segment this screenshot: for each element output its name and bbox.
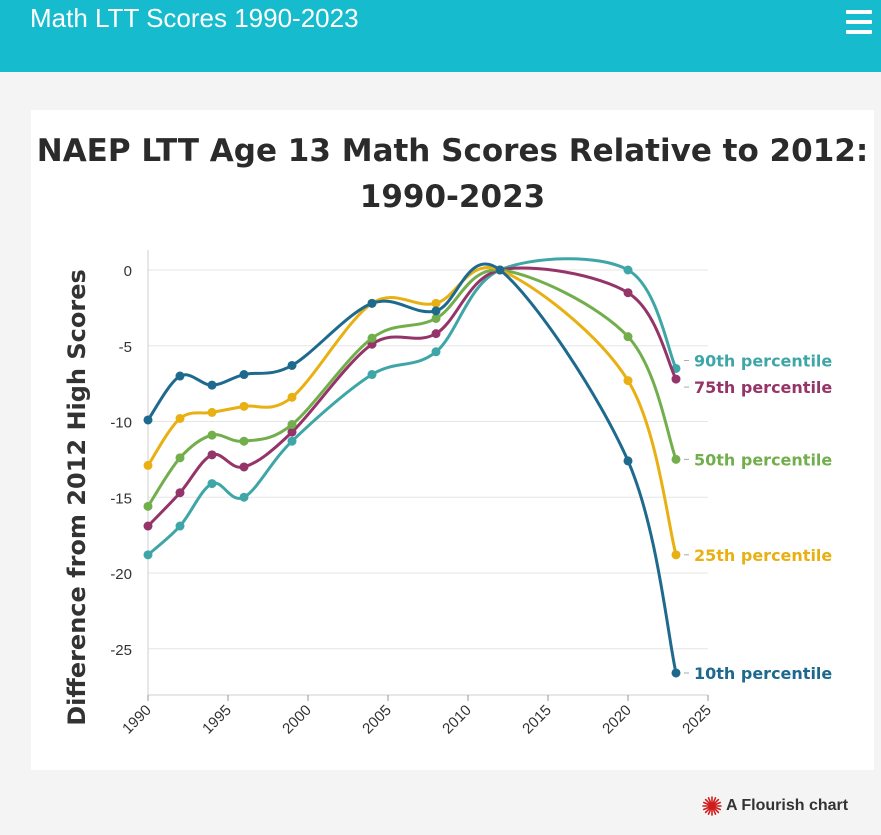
chart-title: NAEP LTT Age 13 Math Scores Relative to … <box>31 128 874 220</box>
data-point-75th-percentile <box>207 450 217 460</box>
x-tick-label: 2010 <box>439 702 475 738</box>
y-tick-label: -10 <box>110 415 132 432</box>
data-point-50th-percentile <box>431 313 441 323</box>
chart-card: NAEP LTT Age 13 Math Scores Relative to … <box>31 110 874 770</box>
data-point-75th-percentile <box>287 427 297 437</box>
data-point-10th-percentile <box>671 668 681 678</box>
y-tick-label: -25 <box>110 642 132 659</box>
page-title: Math LTT Scores 1990-2023 <box>30 3 359 33</box>
data-point-25th-percentile <box>143 460 153 470</box>
y-axis-label: Difference from 2012 High Scores <box>63 269 91 726</box>
data-point-90th-percentile <box>207 479 217 489</box>
y-tick-label: -20 <box>110 566 132 583</box>
line-chart: 0 -5 -10 -15 -20 -25 1990 1995 2000 2005 2010 2015 2… <box>63 250 832 738</box>
y-tick-label: -5 <box>119 339 132 356</box>
x-tick-label: 2025 <box>679 702 715 738</box>
data-point-25th-percentile <box>175 413 185 423</box>
data-point-10th-percentile <box>623 456 633 466</box>
series-line-90th-percentile <box>146 257 678 557</box>
data-point-90th-percentile <box>239 492 249 502</box>
data-point-25th-percentile <box>431 298 441 308</box>
data-point-75th-percentile <box>175 488 185 498</box>
data-point-90th-percentile <box>143 550 153 560</box>
chart-title-line-2: 1990-2023 <box>359 179 546 215</box>
x-tick-label: 1990 <box>119 702 155 738</box>
x-tick-label: 1995 <box>199 702 235 738</box>
data-point-25th-percentile <box>671 550 681 560</box>
data-point-50th-percentile <box>143 501 153 511</box>
chart-title-line-1: NAEP LTT Age 13 Math Scores Relative to … <box>36 133 869 169</box>
data-point-10th-percentile <box>287 360 297 370</box>
series-label-50th-percentile: 50th percentile <box>694 450 832 469</box>
data-point-25th-percentile <box>287 392 297 402</box>
data-point-50th-percentile <box>623 332 633 342</box>
data-point-50th-percentile <box>207 430 217 440</box>
data-point-90th-percentile <box>623 265 633 275</box>
data-point-25th-percentile <box>623 376 633 386</box>
flourish-attribution[interactable]: A Flourish chart <box>702 796 848 816</box>
data-point-10th-percentile <box>495 265 505 275</box>
data-point-75th-percentile <box>239 462 249 472</box>
data-point-50th-percentile <box>239 436 249 446</box>
data-point-10th-percentile <box>143 415 153 425</box>
data-point-75th-percentile <box>671 374 681 384</box>
data-point-90th-percentile <box>175 521 185 531</box>
data-point-75th-percentile <box>431 329 441 339</box>
data-point-50th-percentile <box>367 333 377 343</box>
flourish-logo-icon <box>702 796 722 816</box>
x-tick-label: 2005 <box>359 702 395 738</box>
data-point-10th-percentile <box>431 306 441 316</box>
y-tick-label: 0 <box>124 263 132 280</box>
data-point-90th-percentile <box>367 370 377 380</box>
y-tick-label: -15 <box>110 490 132 507</box>
data-point-50th-percentile <box>175 453 185 463</box>
data-point-75th-percentile <box>143 521 153 531</box>
data-point-10th-percentile <box>367 298 377 308</box>
data-point-10th-percentile <box>207 380 217 390</box>
series-line-50th-percentile <box>146 268 678 508</box>
data-point-25th-percentile <box>207 407 217 417</box>
data-point-10th-percentile <box>239 370 249 380</box>
data-point-75th-percentile <box>623 288 633 298</box>
data-point-90th-percentile <box>431 347 441 357</box>
series-label-25th-percentile: 25th percentile <box>694 546 832 565</box>
hamburger-menu-icon[interactable] <box>846 10 872 34</box>
data-point-25th-percentile <box>239 401 249 411</box>
x-tick-label: 2000 <box>279 702 315 738</box>
top-bar: Math LTT Scores 1990-2023 <box>0 0 881 72</box>
data-point-90th-percentile <box>287 436 297 446</box>
series-label-10th-percentile: 10th percentile <box>694 664 832 683</box>
series-label-75th-percentile: 75th percentile <box>694 378 832 397</box>
series-label-90th-percentile: 90th percentile <box>694 351 832 370</box>
x-tick-label: 2015 <box>519 702 555 738</box>
x-tick-label: 2020 <box>599 702 635 738</box>
data-point-50th-percentile <box>287 420 297 430</box>
data-point-10th-percentile <box>175 371 185 381</box>
data-point-50th-percentile <box>671 454 681 464</box>
attribution-text: A Flourish chart <box>726 797 849 814</box>
